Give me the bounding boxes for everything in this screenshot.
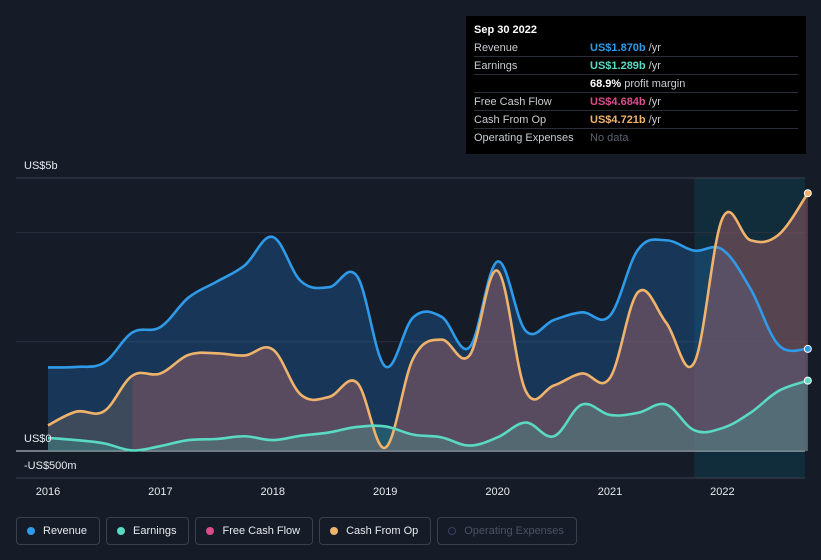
tooltip-row-value: US$1.870b	[590, 41, 646, 54]
legend-label: Cash From Op	[346, 525, 419, 537]
legend-label: Operating Expenses	[464, 525, 564, 537]
tick-layer: 2016 2017 2018 2019 2020 2021 2022	[36, 486, 735, 498]
tooltip-row-value: US$1.289b	[590, 59, 646, 72]
tooltip-row-unit: /yr	[648, 59, 661, 72]
legend-dot-icon	[27, 527, 35, 535]
legend-item-earnings[interactable]: Earnings	[106, 517, 190, 545]
x-tick-label: 2018	[261, 486, 285, 498]
tooltip-row: Revenue US$1.870b/yr	[474, 39, 798, 56]
tooltip-row: Cash From Op US$4.721b/yr	[474, 110, 798, 128]
tooltip-row: Earnings US$1.289b/yr	[474, 56, 798, 74]
endpoint-revenue	[803, 344, 812, 353]
legend-item-cash-from-op[interactable]: Cash From Op	[319, 517, 432, 545]
tooltip-row-unit: /yr	[648, 113, 661, 126]
tooltip-row: Operating Expenses No data	[474, 128, 798, 146]
tooltip-row: Free Cash Flow US$4.684b/yr	[474, 92, 798, 110]
tooltip-row-label: Operating Expenses	[474, 131, 574, 144]
tooltip-row-value: US$4.684b	[590, 95, 646, 108]
tooltip-row: 68.9% profit margin	[474, 74, 798, 92]
tooltip-row-label: Revenue	[474, 41, 519, 54]
legend-label: Free Cash Flow	[222, 525, 301, 537]
legend-label: Earnings	[133, 525, 177, 537]
legend-label: Revenue	[43, 525, 88, 537]
legend-dot-icon	[117, 527, 126, 535]
y-label-zero: US$0	[24, 433, 52, 445]
y-label-bottom: -US$500m	[24, 460, 77, 472]
tooltip-date: Sep 30 2022	[474, 24, 537, 36]
x-tick-label: 2020	[485, 486, 509, 498]
x-tick-label: 2017	[148, 486, 172, 498]
dot-layer	[803, 189, 812, 385]
tooltip-row-value: 68.9%	[590, 77, 622, 90]
legend-item-revenue[interactable]: Revenue	[16, 517, 101, 545]
legend-item-free-cash-flow[interactable]: Free Cash Flow	[195, 517, 314, 545]
area-free-cash-flow	[132, 195, 808, 451]
endpoint-cash-from-op	[803, 189, 812, 198]
legend-dot-icon	[206, 527, 215, 535]
tooltip-row-unit: profit margin	[624, 77, 686, 90]
line-cash-from-op	[47, 192, 809, 450]
x-tick-label: 2022	[710, 486, 734, 498]
tooltip-row-value: No data	[590, 131, 629, 144]
tooltip-row-label: Free Cash Flow	[474, 95, 552, 108]
legend: Revenue Earnings Free Cash Flow Cash From O…	[16, 517, 577, 545]
tooltip-row-value: US$4.721b	[590, 113, 646, 126]
x-tick-label: 2016	[36, 486, 60, 498]
legend-dot-icon	[330, 527, 339, 535]
area-revenue	[48, 236, 808, 451]
tooltip-row-unit: /yr	[648, 41, 661, 54]
legend-item-operating-expenses[interactable]: Operating Expenses	[437, 517, 577, 545]
x-tick-label: 2019	[373, 486, 397, 498]
line-earnings	[47, 379, 809, 452]
area-layer	[48, 193, 808, 451]
y-label-top: US$5b	[24, 160, 58, 172]
tooltip-row-label: Cash From Op	[474, 113, 547, 126]
area-cash-from-op	[48, 193, 808, 451]
line-revenue	[47, 235, 808, 369]
x-tick-label: 2021	[598, 486, 622, 498]
data-tooltip: Sep 30 2022 Revenue US$1.870b/yr Earnings U…	[466, 16, 806, 154]
area-earnings	[48, 380, 808, 451]
line-layer	[47, 192, 809, 452]
tooltip-row-unit: /yr	[648, 95, 661, 108]
tooltip-row-label: Earnings	[474, 59, 518, 72]
endpoint-earnings	[803, 376, 812, 385]
legend-dot-icon	[448, 527, 457, 535]
